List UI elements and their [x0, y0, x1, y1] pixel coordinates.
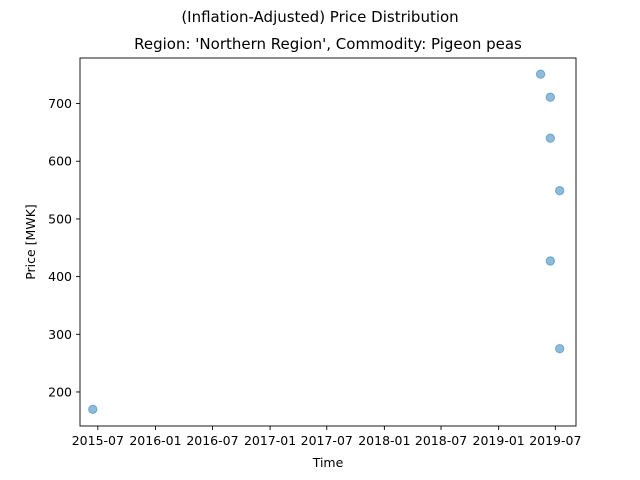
x-tick-label: 2019-07: [529, 433, 581, 448]
x-tick-label: 2016-01: [129, 433, 181, 448]
y-axis: 200 300 400 500 600 700: [48, 96, 80, 399]
plot-frame: [79, 57, 577, 427]
y-tick-label: 200: [48, 384, 72, 399]
x-tick-label: 2018-07: [415, 433, 467, 448]
y-tick-label: 400: [48, 269, 72, 284]
data-point: [545, 256, 555, 266]
y-axis-label: Price [MWK]: [23, 204, 38, 280]
x-tick-label: 2017-07: [301, 433, 353, 448]
chart-title: Region: 'Northern Region', Commodity: Pi…: [134, 35, 522, 53]
y-tick-label: 500: [48, 211, 72, 226]
data-point: [555, 186, 565, 196]
x-tick-label: 2017-01: [244, 433, 296, 448]
x-tick-label: 2016-07: [186, 433, 238, 448]
data-point: [545, 92, 555, 102]
data-point: [88, 404, 98, 414]
x-tick-label: 2018-01: [358, 433, 410, 448]
data-point: [535, 69, 546, 79]
y-tick-label: 300: [48, 327, 72, 342]
x-tick-label: 2015-07: [72, 433, 124, 448]
x-tick-label: 2019-01: [473, 433, 525, 448]
data-point: [545, 133, 555, 143]
y-tick-label: 600: [48, 154, 72, 169]
chart-suptitle: (Inflation-Adjusted) Price Distribution: [181, 8, 458, 26]
plot-area: [88, 69, 565, 414]
y-tick-label: 700: [48, 96, 72, 111]
x-axis: 2015-07 2016-01 2016-07 2017-01 2017-07 2018-…: [72, 426, 581, 448]
x-axis-label: Time: [312, 455, 344, 470]
data-point: [555, 344, 565, 354]
